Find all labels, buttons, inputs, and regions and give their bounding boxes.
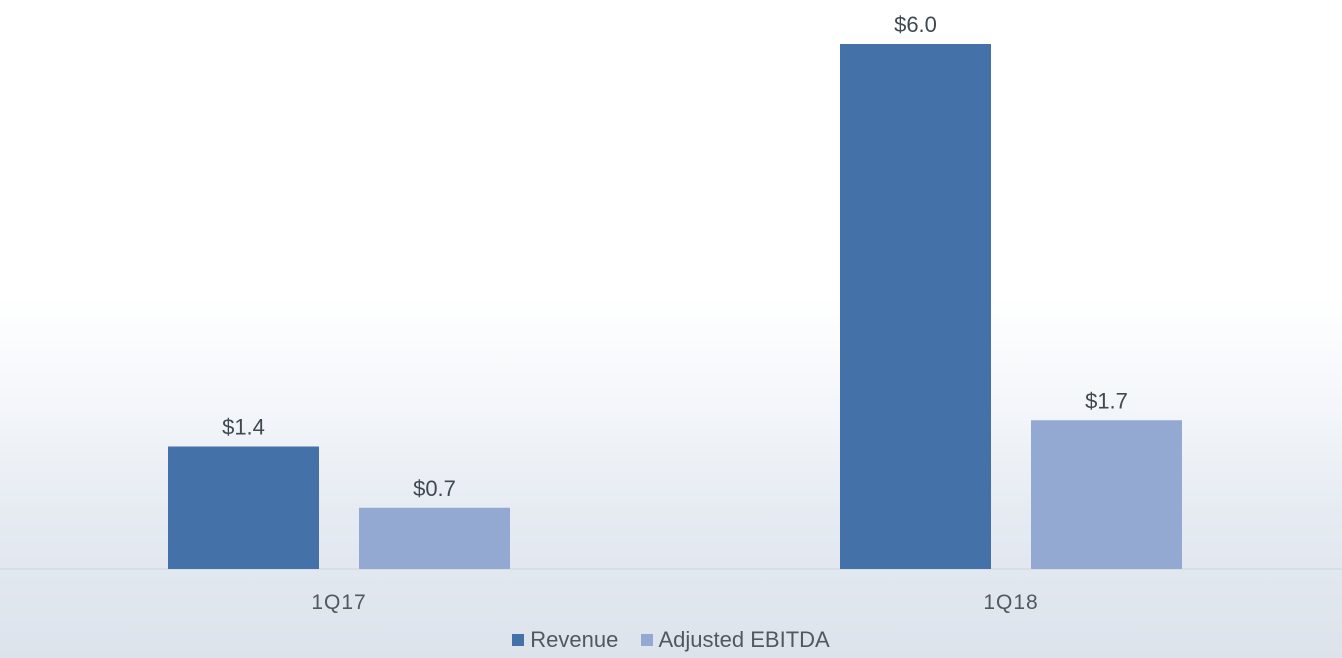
legend: Revenue Adjusted EBITDA	[0, 626, 1342, 653]
bar-revenue-1q18	[840, 44, 991, 569]
data-label-revenue-1q18: $6.0	[894, 12, 937, 37]
data-label-adjusted-ebitda-1q18: $1.7	[1085, 388, 1128, 413]
x-tick-label-1q18: 1Q18	[983, 591, 1038, 614]
legend-label-adjusted-ebitda: Adjusted EBITDA	[658, 627, 830, 652]
data-label-revenue-1q17: $1.4	[222, 415, 265, 440]
x-tick-label-1q17: 1Q17	[311, 591, 366, 614]
bar-revenue-1q17	[168, 446, 319, 569]
data-label-adjusted-ebitda-1q17: $0.7	[413, 476, 456, 501]
legend-swatch-adjusted-ebitda	[640, 634, 653, 646]
legend-item-adjusted-ebitda: Adjusted EBITDA	[640, 627, 830, 653]
bar-adjusted-ebitda-1q17	[359, 507, 510, 569]
legend-label-revenue: Revenue	[530, 627, 619, 652]
legend-item-revenue: Revenue	[512, 627, 618, 653]
bar-adjusted-ebitda-1q18	[1031, 420, 1182, 569]
legend-swatch-revenue	[512, 634, 525, 646]
bar-chart: $1.4 $0.7 $6.0 $1.7 1Q17 1Q18	[0, 12, 1342, 614]
